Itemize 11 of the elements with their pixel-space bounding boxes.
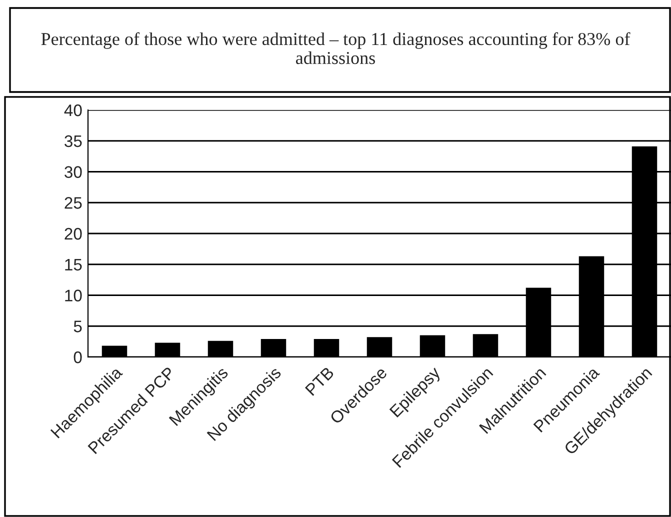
y-tick-label: 30	[64, 166, 82, 178]
y-tick-label: 20	[64, 228, 82, 240]
y-tick-label: 10	[65, 290, 82, 302]
y-tick-label: 40	[64, 104, 82, 116]
chart-title: Percentage of those who were admitted – top 11 diagnoses accounting for 83% of admissions	[41, 32, 630, 64]
y-tick-label: 25	[64, 197, 82, 209]
y-tick-label: 15	[65, 258, 82, 271]
x-tick-label: PTB	[304, 366, 334, 396]
y-tick-label: 0	[74, 351, 82, 364]
y-tick-label: 5	[74, 320, 82, 332]
y-tick-label: 35	[64, 135, 82, 148]
